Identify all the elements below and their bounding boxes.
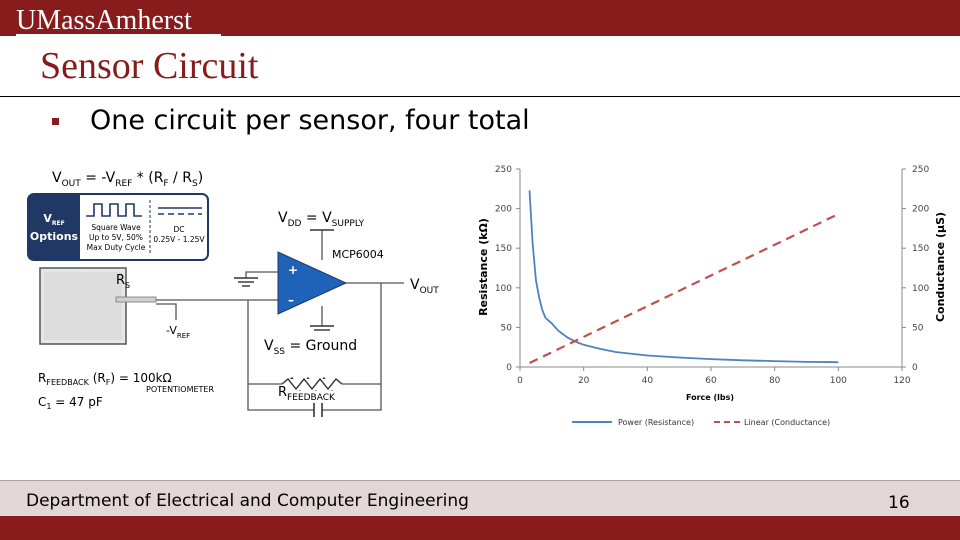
vss-label: VSS = Ground (264, 338, 357, 357)
opamp-part-number: MCP6004 (332, 248, 384, 261)
ground-symbol-icon (234, 277, 258, 287)
x-tick-label: 60 (705, 376, 717, 386)
square-wave-desc-1: Square Wave (91, 223, 141, 232)
force-sensor-pad (39, 267, 157, 345)
vdd-label: VDD = VSUPPLY (278, 210, 365, 229)
opamp-minus-sign: – (288, 293, 294, 307)
umass-logo: UMassAmherst (16, 5, 192, 36)
opamp-symbol (277, 251, 348, 315)
potentiometer-label: POTENTIOMETER (146, 385, 214, 394)
y2-tick-label: 100 (912, 284, 929, 294)
y-tick-label: 250 (495, 165, 512, 175)
y-tick-label: 0 (506, 363, 512, 373)
legend-label-linear: Linear (Conductance) (744, 418, 830, 427)
rfeedback-label: RFEEDBACK (278, 385, 336, 403)
y-tick-label: 50 (501, 323, 513, 333)
title-divider (0, 96, 960, 97)
series-line-linear-conductance (529, 213, 839, 364)
sensor-circuit-diagram: VOUT = -VREF * (RF / RS) VREF Options Sq… (27, 170, 439, 417)
square-wave-desc-3: Max Duty Cycle (87, 243, 146, 252)
logo-underline (16, 34, 221, 36)
y-tick-label: 200 (495, 205, 512, 215)
square-wave-desc-2: Up to 5V, 50% (89, 233, 143, 242)
footer-department: Department of Electrical and Computer En… (26, 491, 469, 511)
vout-formula: VOUT = -VREF * (RF / RS) (52, 170, 203, 189)
c1-value: C1 = 47 pF (38, 395, 103, 411)
top-banner (0, 0, 960, 36)
rs-label: RS (116, 273, 130, 290)
y-axis-label: Resistance (kΩ) (477, 218, 490, 316)
y2-tick-label: 0 (912, 363, 918, 373)
y2-tick-label: 200 (912, 205, 929, 215)
slide-title: Sensor Circuit (40, 45, 259, 87)
y2-tick-label: 250 (912, 165, 929, 175)
x-tick-label: 0 (517, 376, 523, 386)
dc-desc-1: DC (173, 225, 184, 234)
bullet-item: One circuit per sensor, four total (90, 105, 530, 136)
legend-label-power: Power (Resistance) (618, 418, 694, 427)
footer-band (0, 480, 960, 516)
x-tick-label: 80 (769, 376, 781, 386)
chart-legend: Power (Resistance) Linear (Conductance) (572, 418, 830, 427)
page-number: 16 (888, 493, 910, 513)
x-tick-label: 20 (578, 376, 590, 386)
x-tick-label: 40 (642, 376, 654, 386)
opamp-plus-sign: + (288, 263, 298, 277)
vout-label: VOUT (410, 277, 439, 296)
y2-tick-label: 50 (912, 323, 924, 333)
dc-signal-icon (158, 207, 202, 215)
force-resistance-chart: 0 20 40 60 80 100 1200501001502002500501001502… (477, 165, 947, 427)
x-axis-label: Force (lbs) (686, 393, 734, 402)
neg-vref-label: -VREF (166, 324, 190, 340)
vref-options-label: Options (30, 230, 79, 243)
x-tick-label: 100 (830, 376, 847, 386)
vss-ground-icon (310, 325, 334, 331)
dc-desc-2: 0.25V - 1.25V (153, 235, 205, 244)
vref-options-box: VREF Options Square Wave Up to 5V, 50% M… (27, 193, 209, 261)
y-tick-label: 150 (495, 244, 512, 254)
y-tick-label: 100 (495, 284, 512, 294)
series-line-power-resistance (528, 190, 839, 364)
vref-options-title: VREF (43, 212, 64, 227)
x-tick-label: 120 (893, 376, 910, 386)
square-wave-icon (86, 203, 142, 217)
feedback-capacitor-icon (313, 403, 323, 417)
bottom-banner (0, 516, 960, 540)
rfeedback-value: RFEEDBACK (RF) = 100kΩ (38, 371, 172, 387)
y2-tick-label: 150 (912, 244, 929, 254)
y2-axis-label: Conductance (µS) (934, 212, 947, 322)
bullet-square-icon (52, 118, 59, 125)
